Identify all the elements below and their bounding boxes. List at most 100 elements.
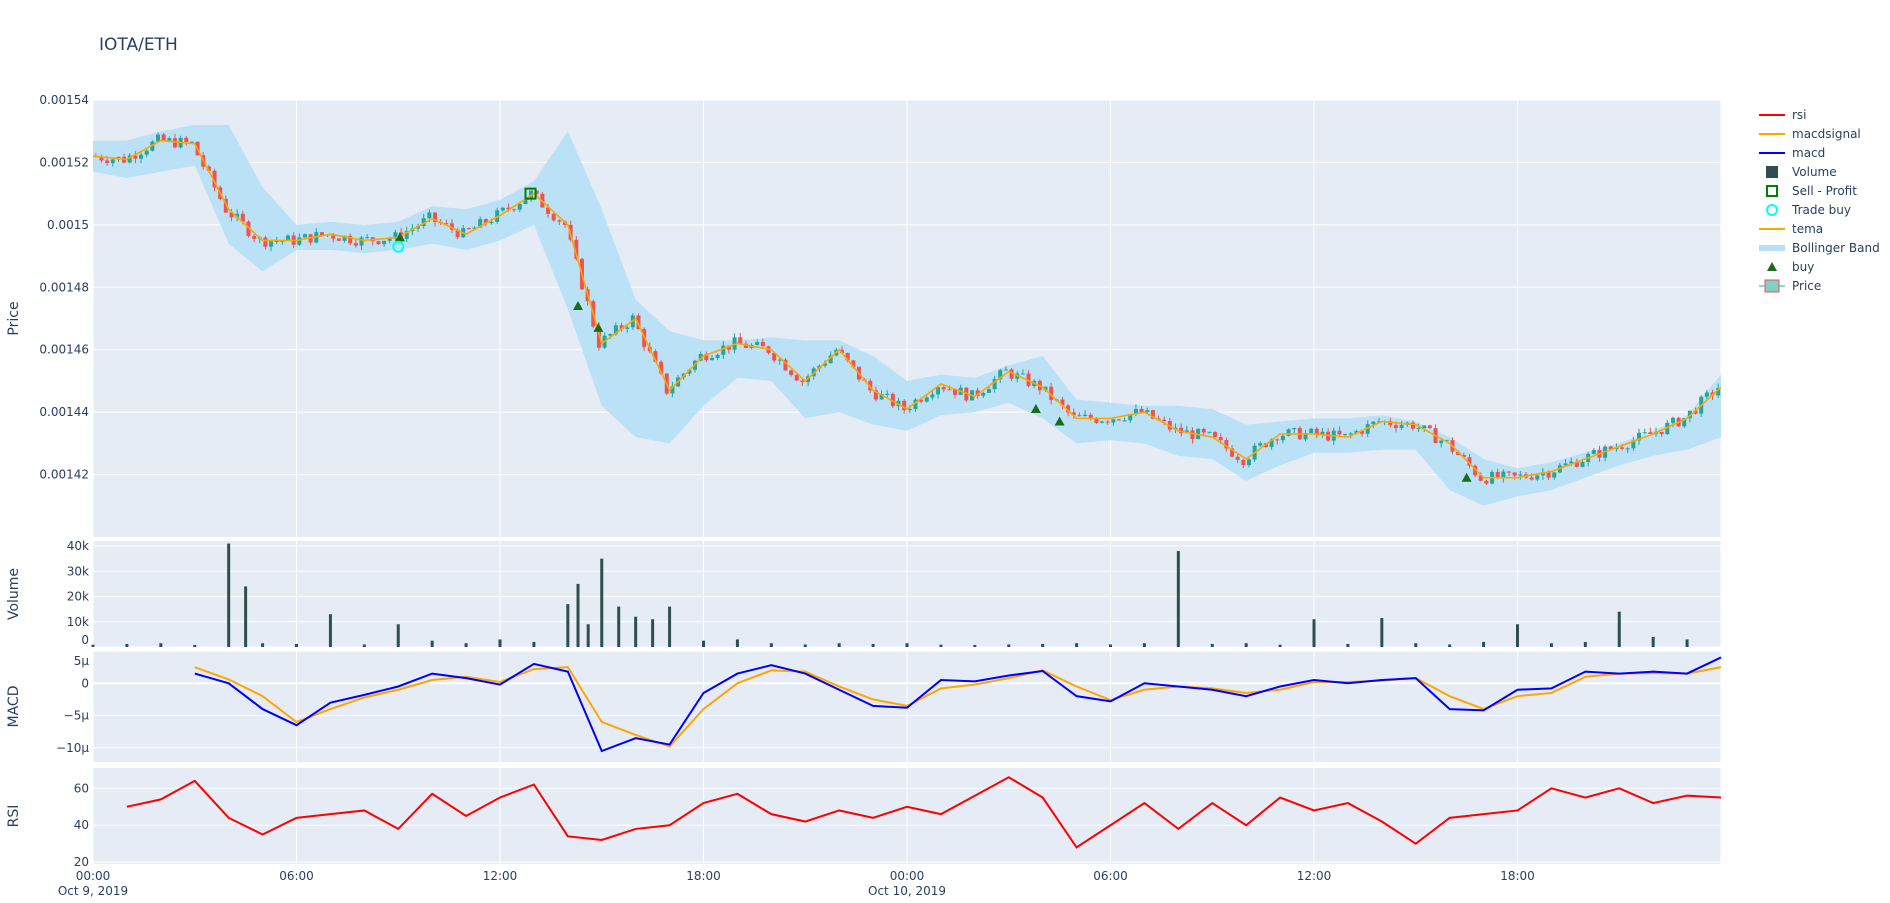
candle	[483, 219, 488, 224]
candle	[1303, 433, 1308, 440]
legend-item-rsi[interactable]: rsi	[1759, 108, 1807, 122]
candle	[534, 190, 539, 194]
legend-item-trade-buy[interactable]: Trade buy	[1766, 203, 1851, 217]
candle	[1026, 373, 1031, 387]
volume-bar	[1176, 551, 1180, 647]
y-tick-label: 0.0015	[47, 218, 89, 232]
legend-item-bollinger-band[interactable]: Bollinger Band	[1759, 241, 1880, 255]
candle	[472, 227, 477, 229]
candle	[1122, 420, 1127, 422]
candle	[1665, 422, 1670, 435]
legend-item-volume[interactable]: Volume	[1766, 165, 1837, 179]
candle	[557, 220, 562, 222]
candle	[184, 137, 189, 142]
candle	[1094, 418, 1099, 423]
candle	[1484, 480, 1489, 484]
volume-bar	[1482, 641, 1486, 647]
volume-bar	[576, 583, 580, 647]
candle	[1388, 421, 1393, 426]
volume-bar	[803, 644, 807, 647]
legend-label: rsi	[1792, 108, 1807, 122]
y-tick-label: 20	[74, 855, 89, 869]
candle	[1088, 414, 1093, 419]
macdsignal-line	[194, 666, 1722, 748]
x-tick-label: 06:00	[279, 869, 314, 883]
candle	[1292, 428, 1297, 430]
candle	[755, 342, 760, 345]
legend-label: macdsignal	[1792, 127, 1861, 141]
legend-item-price[interactable]: Price	[1759, 279, 1821, 293]
candle	[1230, 448, 1235, 457]
candle	[252, 236, 257, 239]
buy-marker	[394, 232, 405, 242]
legend-item-tema[interactable]: tema	[1759, 222, 1823, 236]
volume-bar	[1617, 611, 1621, 647]
legend[interactable]: rsi macdsignal macd Volume Sell - Profit Trad…	[1759, 108, 1880, 293]
candle	[506, 207, 511, 210]
y-axis-label: RSI	[6, 805, 22, 828]
candle	[800, 380, 805, 383]
volume-bar	[227, 543, 231, 647]
legend-label: Trade buy	[1791, 203, 1851, 217]
y-tick-label: 0.00146	[39, 343, 89, 357]
x-tick-label: Oct 10, 2019	[868, 884, 946, 898]
buy-marker	[1054, 416, 1065, 426]
legend-item-sell-profit[interactable]: Sell - Profit	[1766, 184, 1857, 198]
candle	[376, 241, 381, 245]
candle	[1354, 431, 1359, 434]
candle	[432, 212, 437, 222]
candle	[1145, 410, 1150, 413]
candle	[1269, 439, 1274, 448]
candle	[721, 345, 726, 355]
bollinger-band	[93, 124, 1721, 506]
candle	[659, 361, 664, 374]
volume-bar	[617, 606, 621, 647]
candle	[1343, 433, 1348, 435]
volume-bar	[1210, 643, 1214, 647]
candle	[1648, 432, 1653, 434]
candle	[1625, 448, 1630, 450]
volume-bar	[1583, 641, 1587, 647]
legend-candle-icon	[1764, 279, 1780, 293]
candle	[478, 219, 483, 228]
candle	[1693, 410, 1698, 414]
candle	[404, 231, 409, 239]
candle	[890, 393, 895, 407]
candle	[1077, 415, 1082, 417]
legend-square-icon	[1766, 166, 1778, 178]
candle	[331, 234, 336, 239]
candle	[653, 351, 658, 362]
y-tick-label: 5µ	[74, 654, 90, 668]
candle	[393, 232, 398, 239]
candle	[873, 390, 878, 400]
candle	[489, 221, 494, 224]
x-tick-label: 18:00	[1500, 869, 1535, 883]
candle	[1574, 461, 1579, 467]
y-tick-label: 60	[74, 781, 89, 795]
y-tick-label: 0	[81, 676, 89, 690]
candle	[240, 213, 245, 222]
volume-bar	[769, 643, 773, 647]
volume-bar	[1380, 617, 1384, 647]
volume-bar	[193, 644, 197, 647]
legend-item-buy[interactable]: buy	[1767, 260, 1814, 274]
candle	[794, 374, 799, 381]
legend-item-macd[interactable]: macd	[1759, 146, 1825, 160]
candle	[1179, 427, 1184, 434]
candle	[212, 170, 217, 188]
candle	[1241, 459, 1246, 466]
legend-item-macdsignal[interactable]: macdsignal	[1759, 127, 1861, 141]
volume-bar	[159, 643, 163, 647]
candle	[1201, 428, 1206, 433]
volume-bar	[464, 643, 468, 647]
candle	[1258, 443, 1263, 446]
candle	[1235, 456, 1240, 460]
legend-label: Sell - Profit	[1792, 184, 1857, 198]
y-tick-label: 0.00154	[39, 93, 89, 107]
legend-label: macd	[1792, 146, 1825, 160]
candle	[1659, 431, 1664, 435]
candle	[172, 138, 177, 148]
tema-line	[92, 139, 1722, 479]
y-tick-label: 0.00152	[39, 155, 89, 169]
